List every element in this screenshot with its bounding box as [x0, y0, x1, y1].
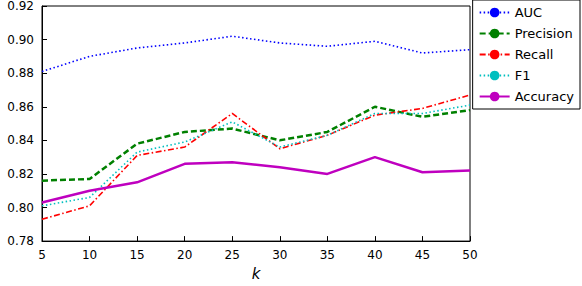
svg-text:F1: F1 — [515, 68, 531, 83]
svg-text:45: 45 — [415, 248, 430, 262]
svg-text:0.78: 0.78 — [7, 234, 34, 248]
svg-text:Accuracy: Accuracy — [515, 89, 575, 104]
svg-text:0.92: 0.92 — [7, 0, 34, 13]
svg-text:Recall: Recall — [515, 47, 554, 62]
svg-text:0.86: 0.86 — [7, 100, 34, 114]
svg-text:AUC: AUC — [515, 5, 543, 20]
svg-text:10: 10 — [82, 248, 97, 262]
svg-text:0.84: 0.84 — [7, 133, 34, 147]
svg-text:30: 30 — [272, 248, 287, 262]
svg-text:50: 50 — [462, 248, 477, 262]
svg-text:40: 40 — [367, 248, 382, 262]
svg-text:k: k — [252, 265, 262, 283]
svg-text:35: 35 — [320, 248, 335, 262]
svg-text:25: 25 — [225, 248, 240, 262]
svg-text:0.88: 0.88 — [7, 66, 34, 80]
svg-text:20: 20 — [177, 248, 192, 262]
svg-text:5: 5 — [38, 248, 46, 262]
svg-text:15: 15 — [129, 248, 144, 262]
svg-text:0.80: 0.80 — [7, 201, 34, 215]
svg-text:Precision: Precision — [515, 26, 573, 41]
svg-text:0.90: 0.90 — [7, 33, 34, 47]
svg-text:0.82: 0.82 — [7, 167, 34, 181]
